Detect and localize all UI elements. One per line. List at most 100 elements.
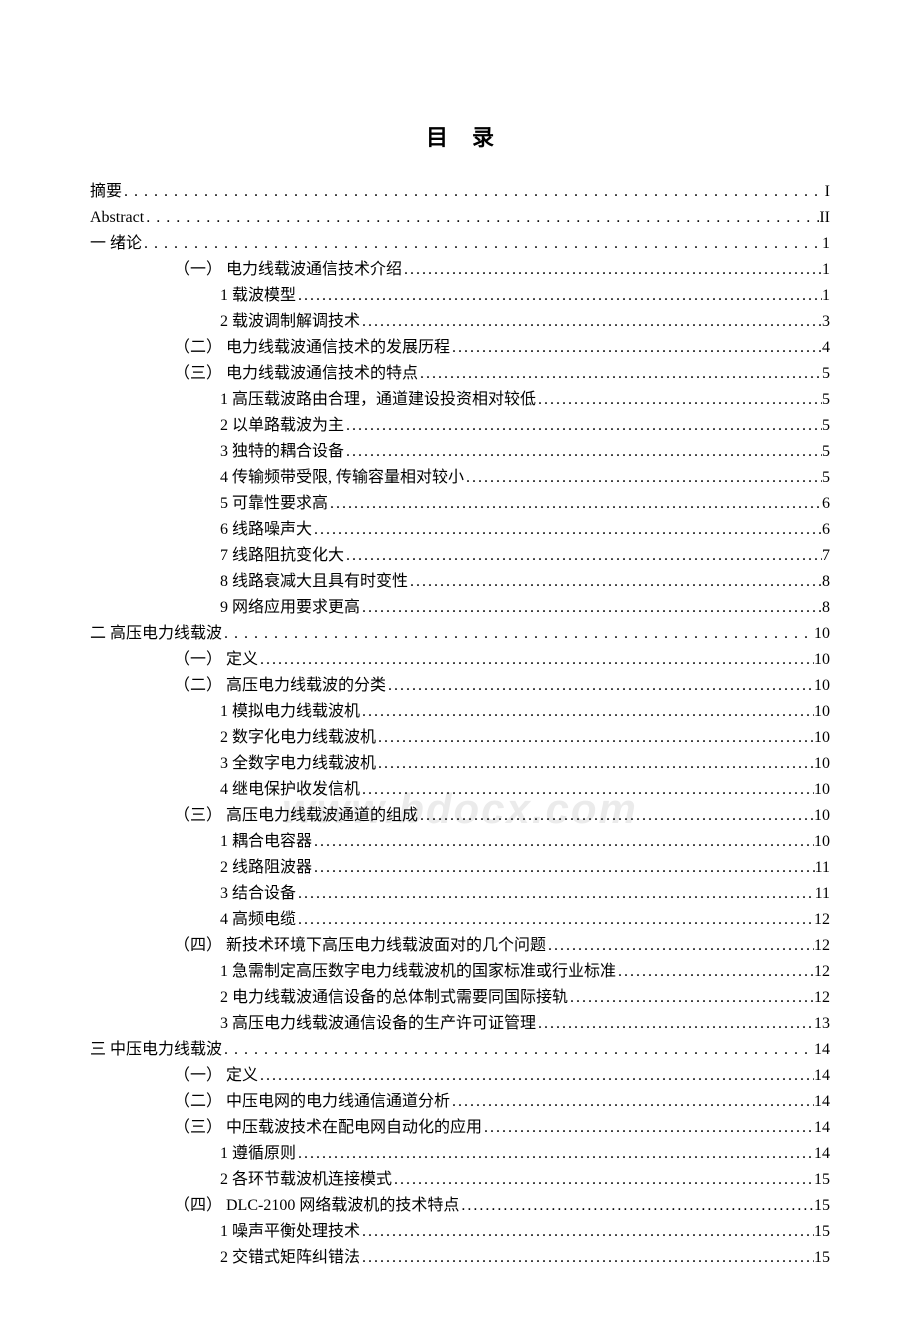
toc-entry-page: 15 [814,1194,830,1218]
toc-entry-page: 1 [822,232,830,256]
toc-entry-label: 7 线路阻抗变化大 [220,544,344,568]
toc-entry-label: （三） 高压电力线载波通道的组成 [174,804,418,828]
toc-entry: 1 噪声平衡处理技术..............................… [90,1220,830,1244]
toc-entry-page: 14 [814,1116,830,1140]
toc-entry-page: 10 [814,648,830,672]
toc-entry-label: 1 遵循原则 [220,1142,296,1166]
toc-entry-page: 11 [815,882,830,906]
toc-leader: ........................................… [328,492,822,516]
toc-entry-label: 摘要 [90,180,122,204]
toc-entry-page: 5 [822,388,830,412]
toc-entry: 2 电力线载波通信设备的总体制式需要同国际接轨.................… [90,986,830,1010]
toc-entry-page: 10 [814,700,830,724]
toc-entry-page: 5 [822,362,830,386]
toc-entry: 3 高压电力线载波通信设备的生产许可证管理...................… [90,1012,830,1036]
toc-leader: ........................................… [344,414,822,438]
toc-entry: 1 遵循原则..................................… [90,1142,830,1166]
toc-entry-page: 10 [814,622,830,646]
toc-leader: ........................................… [142,232,822,256]
toc-entry-label: 一 绪论 [90,232,142,256]
toc-leader: ........................................… [122,180,825,204]
toc-entry-label: 2 载波调制解调技术 [220,310,360,334]
toc-entry: 3 全数字电力线载波机.............................… [90,752,830,776]
toc-entry-page: 12 [814,986,830,1010]
toc-entry-page: I [825,180,830,204]
toc-entry: 4 继电保护收发信机..............................… [90,778,830,802]
toc-entry: 1 载波模型..................................… [90,284,830,308]
toc-entry-page: II [819,206,830,230]
toc-entry: 摘要......................................… [90,180,830,204]
toc-leader: ........................................… [402,258,822,282]
toc-entry-page: 1 [822,284,830,308]
toc-leader: ........................................… [360,596,822,620]
toc-entry: 3 结合设备..................................… [90,882,830,906]
toc-entry: Abstract................................… [90,206,830,230]
toc-entry-label: 1 载波模型 [220,284,296,308]
toc-leader: ........................................… [344,440,822,464]
toc-entry-label: 2 线路阻波器 [220,856,312,880]
toc-entry-page: 10 [814,830,830,854]
toc-entry: 5 可靠性要求高................................… [90,492,830,516]
toc-leader: ........................................… [296,908,814,932]
toc-leader: ........................................… [450,336,822,360]
toc-entry: （一） 定义..................................… [90,1064,830,1088]
toc-entry: （二） 电力线载波通信技术的发展历程......................… [90,336,830,360]
toc-entry-page: 10 [814,778,830,802]
toc-entry: （一） 电力线载波通信技术介绍.........................… [90,258,830,282]
toc-leader: ........................................… [360,700,814,724]
toc-leader: ........................................… [392,1168,814,1192]
toc-entry-page: 12 [814,960,830,984]
toc-entry: 2 载波调制解调技术..............................… [90,310,830,334]
toc-entry: （三） 电力线载波通信技术的特点........................… [90,362,830,386]
toc-entry-label: 2 交错式矩阵纠错法 [220,1246,360,1270]
toc-entry: 4 传输频带受限, 传输容量相对较小......................… [90,466,830,490]
toc-entry-label: 3 结合设备 [220,882,296,906]
toc-leader: ........................................… [360,310,822,334]
toc-leader: ........................................… [408,570,822,594]
toc-entry: （四） 新技术环境下高压电力线载波面对的几个问题................… [90,934,830,958]
toc-leader: ........................................… [144,206,819,230]
toc-entry-page: 8 [822,570,830,594]
toc-leader: ........................................… [344,544,822,568]
toc-leader: ........................................… [222,622,814,646]
toc-entry-page: 14 [814,1064,830,1088]
toc-entry: 2 线路阻波器.................................… [90,856,830,880]
toc-entry: （三） 高压电力线载波通道的组成........................… [90,804,830,828]
toc-leader: ........................................… [376,752,814,776]
toc-entry-label: Abstract [90,206,144,230]
toc-entry-page: 12 [814,934,830,958]
toc-entry-page: 14 [814,1090,830,1114]
toc-leader: ........................................… [464,466,822,490]
toc-leader: ........................................… [450,1090,814,1114]
toc-entry-label: 3 独特的耦合设备 [220,440,344,464]
toc-leader: ........................................… [296,284,822,308]
toc-entry-page: 14 [814,1142,830,1166]
toc-entry-label: 4 高频电缆 [220,908,296,932]
toc-entry-label: （一） 电力线载波通信技术介绍 [174,258,402,282]
toc-leader: ........................................… [296,1142,814,1166]
toc-leader: ........................................… [376,726,814,750]
toc-entry: 2 交错式矩阵纠错法..............................… [90,1246,830,1270]
toc-entry: 一 绪论....................................… [90,232,830,256]
toc-entry: 1 急需制定高压数字电力线载波机的国家标准或行业标准..............… [90,960,830,984]
toc-entry: （一） 定义..................................… [90,648,830,672]
toc-leader: ........................................… [386,674,814,698]
toc-entry-page: 13 [814,1012,830,1036]
toc-entry-page: 5 [822,466,830,490]
toc-entry-label: 1 急需制定高压数字电力线载波机的国家标准或行业标准 [220,960,616,984]
toc-entry: （三） 中压载波技术在配电网自动化的应用....................… [90,1116,830,1140]
toc-entry-page: 6 [822,518,830,542]
toc-leader: ........................................… [536,388,822,412]
toc-entry: 1 模拟电力线载波机..............................… [90,700,830,724]
toc-leader: ........................................… [360,778,814,802]
toc-entry-page: 10 [814,674,830,698]
toc-entry-label: 2 各环节载波机连接模式 [220,1168,392,1192]
toc-entry-label: 5 可靠性要求高 [220,492,328,516]
toc-entry-page: 5 [822,414,830,438]
toc-entry: 4 高频电缆..................................… [90,908,830,932]
toc-entry: 2 以单路载波为主...............................… [90,414,830,438]
toc-page: www.bdocx.com 目录 摘要.....................… [90,120,830,1270]
toc-leader: ........................................… [459,1194,814,1218]
toc-entry-page: 10 [814,804,830,828]
toc-entry-label: 4 传输频带受限, 传输容量相对较小 [220,466,464,490]
